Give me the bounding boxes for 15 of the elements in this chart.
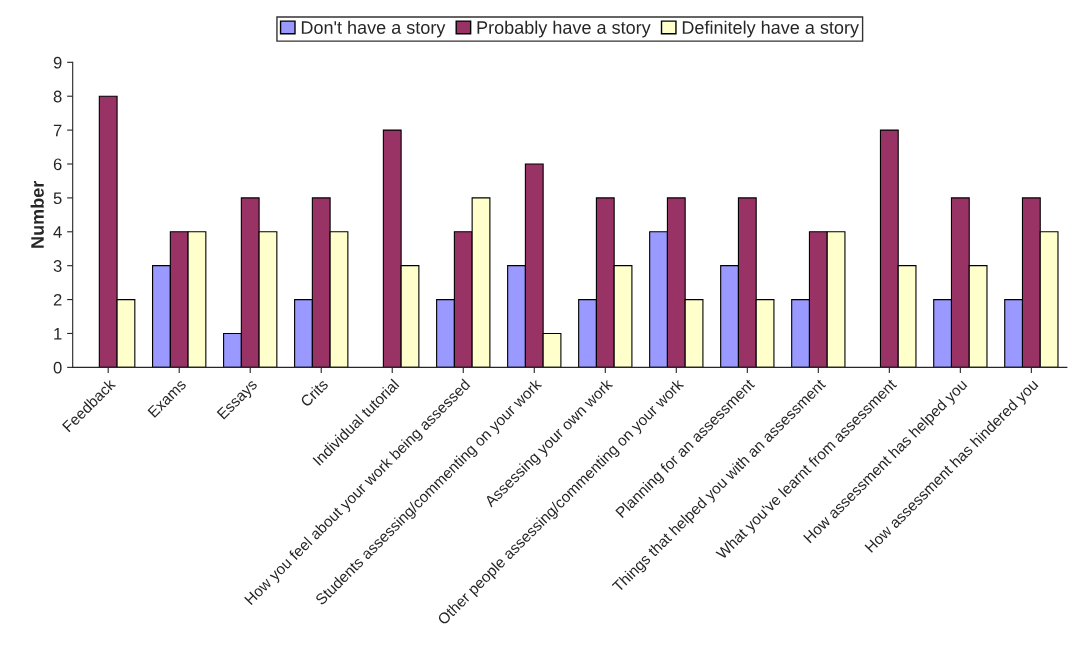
y-tick-label: 7 xyxy=(53,124,62,137)
y-tick-label: 1 xyxy=(54,328,62,340)
y-tick-label: 5 xyxy=(53,192,62,205)
y-tick-label: 9 xyxy=(53,56,62,69)
y-tick-label: 8 xyxy=(53,90,62,103)
y-tick-label: 3 xyxy=(53,260,62,272)
y-tick-label: 2 xyxy=(53,293,62,306)
legend-label: Definitely have a story xyxy=(682,20,859,38)
legend-label: Probably have a story xyxy=(477,20,651,38)
y-axis-title: Number xyxy=(30,181,44,248)
legend-label: Don't have a story xyxy=(301,20,446,38)
x-tick-label: Crits xyxy=(299,378,329,408)
y-tick-label: 0 xyxy=(53,361,62,374)
y-tick-label: 6 xyxy=(53,158,62,171)
y-tick-label: 4 xyxy=(53,226,62,238)
